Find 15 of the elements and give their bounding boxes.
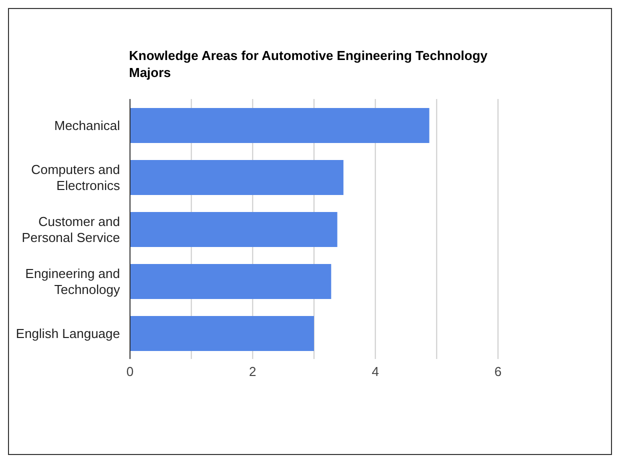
x-tick-label: 4 xyxy=(372,364,379,380)
x-tick-label: 2 xyxy=(249,364,256,380)
bar xyxy=(130,212,338,247)
y-tick-label: Engineering and Technology xyxy=(25,266,120,296)
bar xyxy=(130,160,344,195)
bar xyxy=(130,264,332,299)
y-tick-label: Mechanical xyxy=(54,118,120,132)
y-tick-label: Customer and Personal Service xyxy=(22,214,120,244)
x-tick-label: 0 xyxy=(126,364,134,380)
bar xyxy=(130,316,314,351)
y-tick-label: Computers and Electronics xyxy=(31,162,120,192)
x-tick-label: 6 xyxy=(494,364,502,380)
chart-title: Knowledge Areas for Automotive Engineering Technology Majors xyxy=(129,47,488,81)
bar xyxy=(130,108,430,143)
y-tick-label: English Language xyxy=(16,326,120,340)
